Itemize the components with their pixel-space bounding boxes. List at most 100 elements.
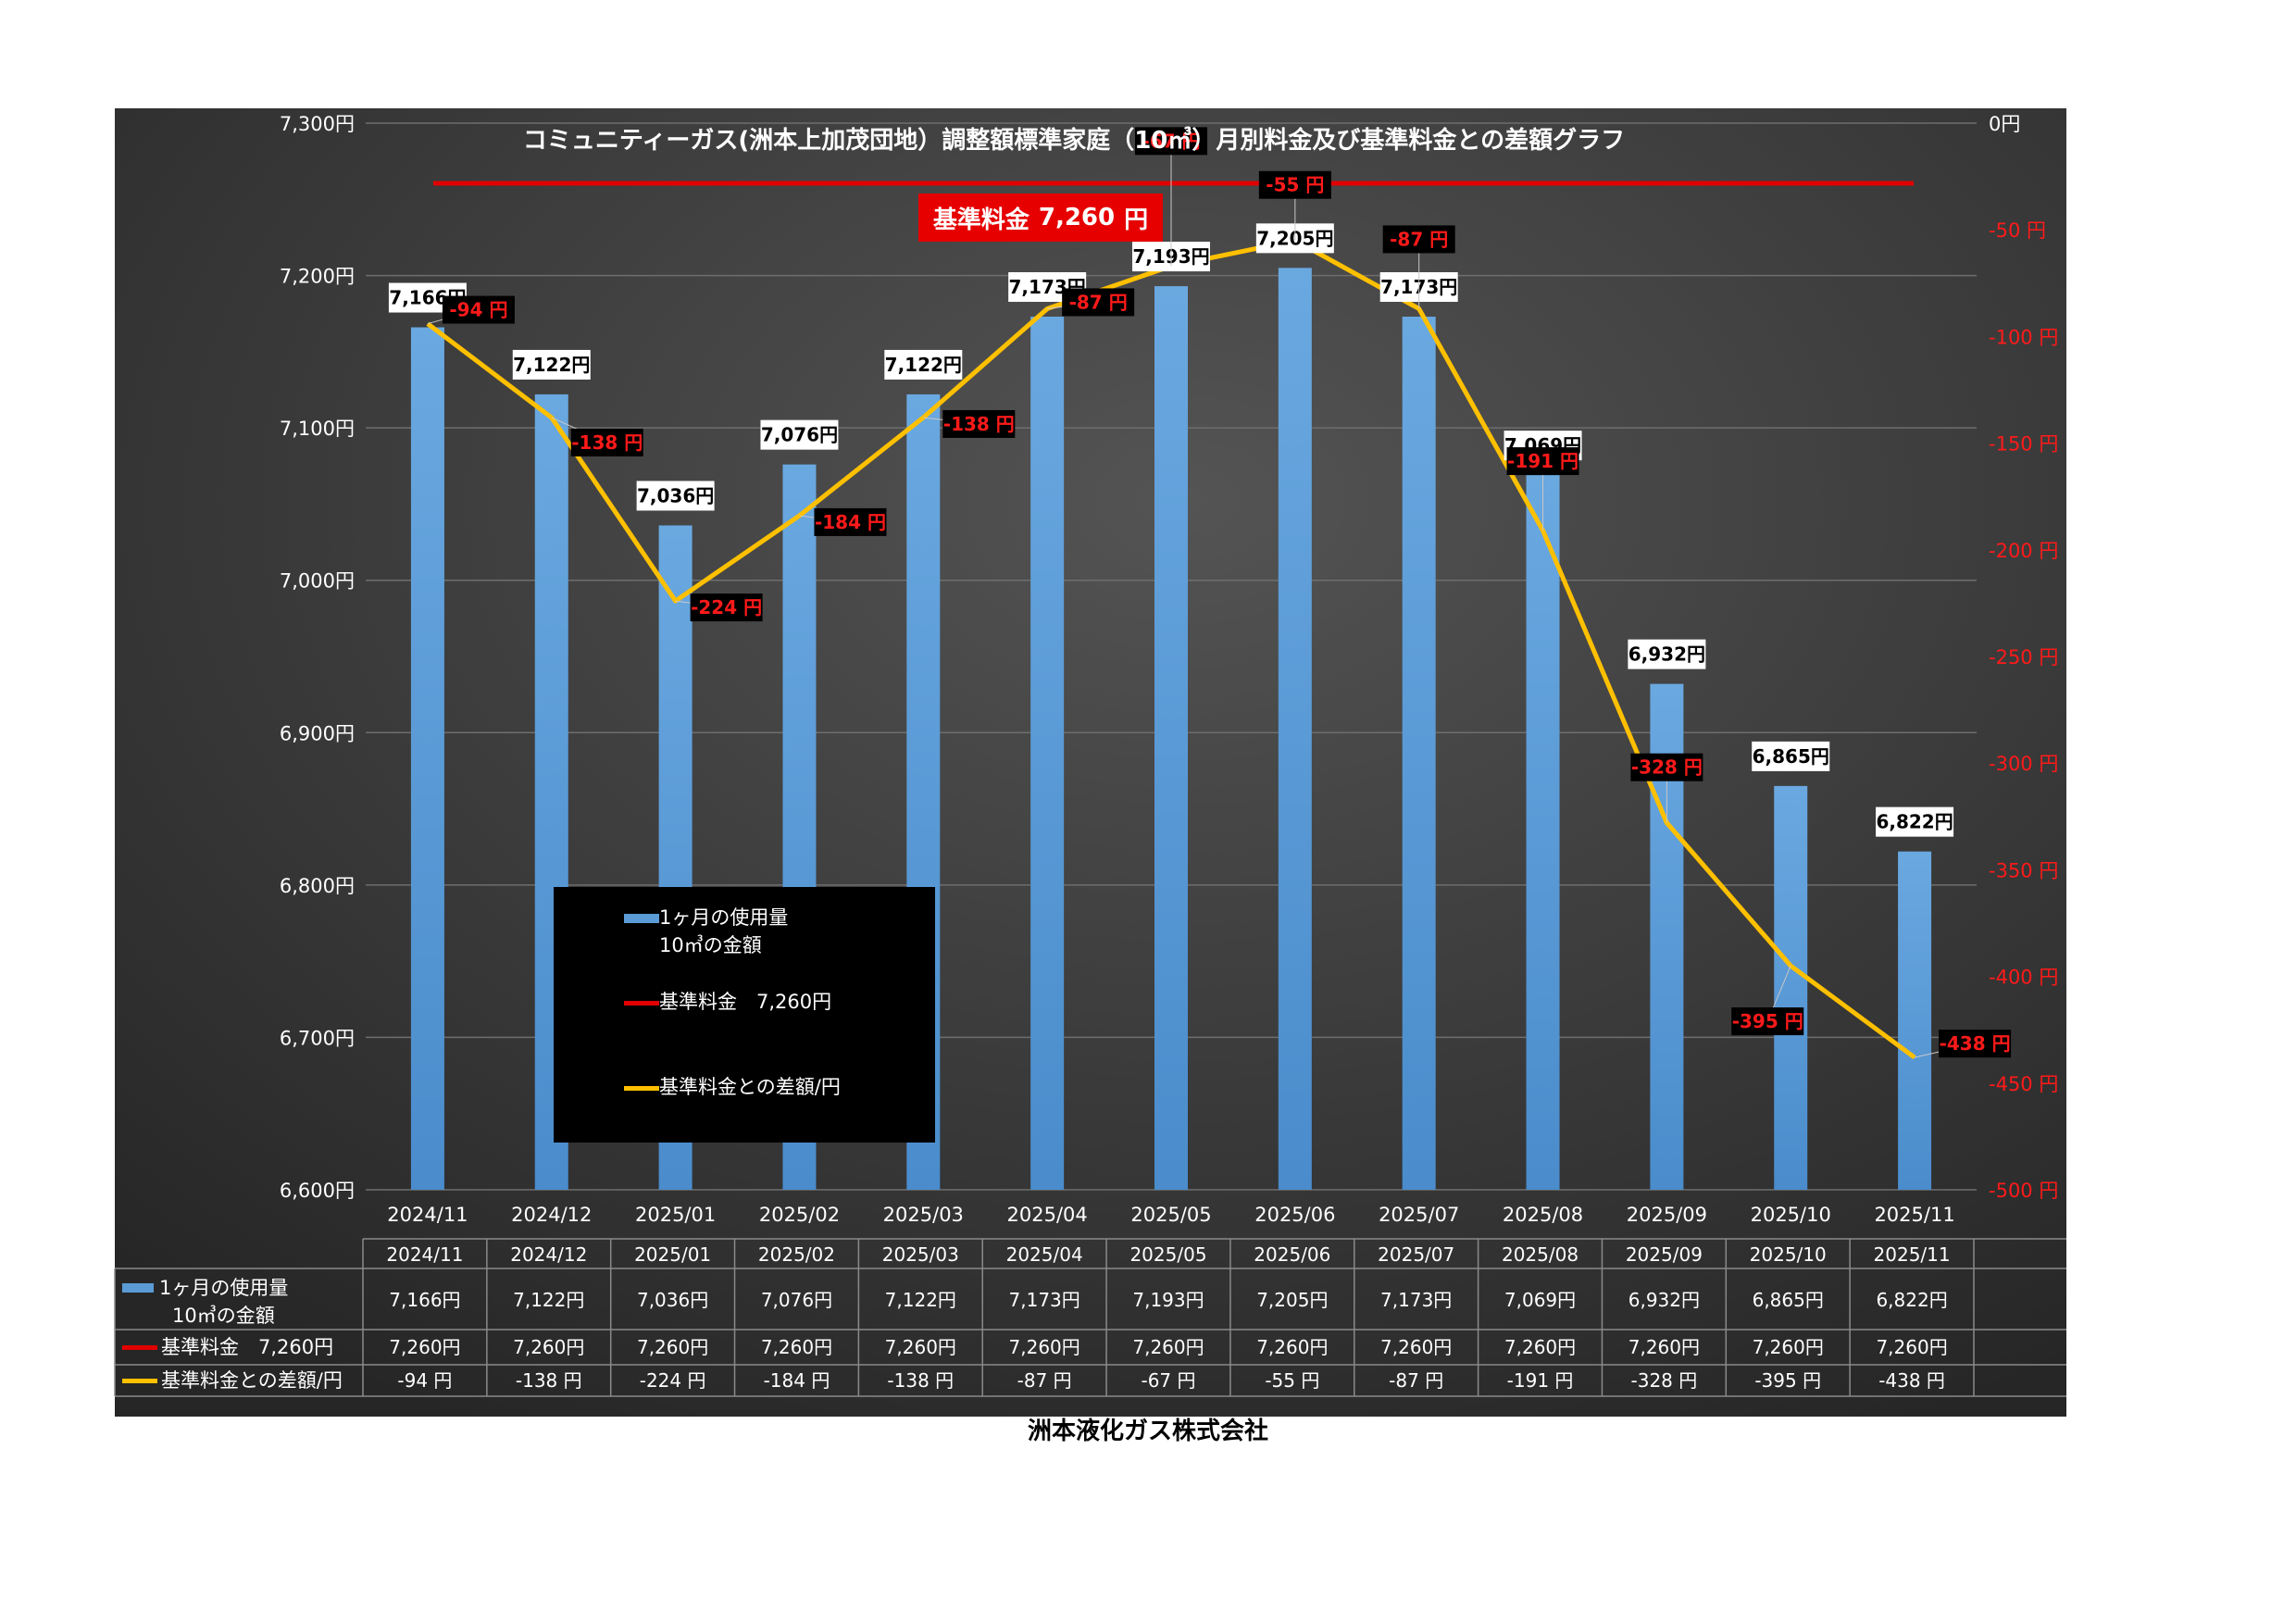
legend-base-swatch	[624, 1001, 659, 1006]
table-row-header: 基準料金との差額/円	[161, 1369, 343, 1392]
table-cell: 6,932円	[1628, 1289, 1700, 1311]
diff-data-label: -138 円	[571, 431, 643, 454]
bar-label-box	[760, 419, 839, 450]
left-axis: 6,600円 6,700円 6,800円 6,900円 7,000円 7,100円 7,20…	[280, 113, 355, 1202]
table-cell: 7,260円	[1256, 1336, 1328, 1358]
bar-label-box	[512, 349, 591, 380]
x-tick-label: 2025/07	[1379, 1204, 1459, 1226]
left-tick-label: 7,100円	[280, 418, 355, 440]
table-cell: -55 円	[1265, 1369, 1319, 1392]
bar	[1898, 851, 1932, 1190]
diff-data-label: -191 円	[1507, 450, 1578, 472]
bar-label-box	[636, 481, 715, 511]
table-cell: 7,076円	[761, 1289, 832, 1311]
diff-data-label: -328 円	[1631, 756, 1703, 779]
left-tick-label: 7,200円	[280, 266, 355, 288]
bar-label-box	[1752, 741, 1830, 771]
right-tick-label: -500 円	[1989, 1180, 2058, 1202]
table-cell: -328 円	[1631, 1369, 1698, 1392]
right-tick-label: -50 円	[1989, 219, 2046, 242]
diff-data-label: -438 円	[1940, 1032, 2011, 1055]
diff-data-label: -55 円	[1266, 174, 1324, 196]
diff-label-box	[1062, 288, 1135, 317]
table-cell: -395 円	[1754, 1369, 1821, 1392]
bar-label-box	[1876, 806, 1954, 837]
table-cell: 7,260円	[637, 1336, 708, 1358]
table-header-cell: 2025/04	[1006, 1243, 1083, 1266]
table-cell: -184 円	[764, 1369, 830, 1392]
table-header-cell: 2025/10	[1750, 1243, 1827, 1266]
x-tick-label: 2025/01	[635, 1204, 716, 1226]
table-header-cell: 2025/09	[1626, 1243, 1703, 1266]
diff-label-box	[1382, 225, 1455, 254]
left-tick-label: 6,700円	[280, 1027, 355, 1049]
table-header-cell: 2025/03	[882, 1243, 959, 1266]
table-header-cell: 2025/06	[1254, 1243, 1330, 1266]
table-cell: 6,865円	[1753, 1289, 1824, 1311]
x-tick-label: 2025/11	[1874, 1204, 1954, 1226]
right-tick-label: -400 円	[1989, 967, 2058, 989]
table-legend-swatch	[122, 1345, 157, 1350]
diff-label-box	[1630, 753, 1703, 781]
data-table: 2024/11 2024/12 2025/01 2025/02 2025/03 2025/…	[114, 1238, 2066, 1397]
bar-series	[410, 268, 1932, 1190]
table-header-cell: 2025/02	[758, 1243, 835, 1266]
x-tick-label: 2025/05	[1130, 1204, 1211, 1226]
bar-label-box	[884, 349, 963, 380]
x-tick-label: 2025/09	[1627, 1204, 1707, 1226]
table-cell: -138 円	[516, 1369, 582, 1392]
x-tick-label: 2025/02	[759, 1204, 840, 1226]
table-row-header: 基準料金 7,260円	[161, 1336, 333, 1358]
diff-data-label: -87 円	[1069, 291, 1128, 313]
table-header-cell: 2025/11	[1874, 1243, 1951, 1266]
diff-data-label: -87 円	[1390, 228, 1448, 250]
bar	[1278, 268, 1312, 1190]
legend-diff-label: 基準料金との差額/円	[659, 1076, 841, 1098]
table-legend-swatch	[122, 1379, 157, 1383]
bar-data-labels: 7,166円7,122円7,036円7,076円7,122円7,173円7,19…	[388, 223, 1954, 837]
x-axis: 2024/11 2024/12 2025/01 2025/02 2025/03 2025/…	[387, 1204, 1954, 1226]
table-cell: -67 円	[1141, 1369, 1195, 1392]
bar-data-label: 7,076円	[761, 424, 838, 446]
table-cell: -94 円	[397, 1369, 452, 1392]
legend-bar-swatch	[624, 914, 659, 923]
table-cell: 7,173円	[1009, 1289, 1080, 1311]
right-tick-label: 0円	[1989, 113, 2020, 135]
diff-label-box	[1258, 170, 1331, 199]
right-tick-label: -300 円	[1989, 753, 2058, 775]
diff-label-box	[814, 507, 887, 536]
legend: 1ヶ月の使用量 10㎥の金額 基準料金 7,260円 基準料金との差額/円	[554, 887, 935, 1143]
right-tick-label: -100 円	[1989, 326, 2058, 348]
table-legend-swatch	[122, 1283, 154, 1293]
diff-label-box	[442, 295, 515, 324]
legend-diff-swatch	[624, 1086, 659, 1091]
banner-unit: 円	[1124, 206, 1149, 234]
bar	[1774, 785, 1808, 1190]
x-tick-label: 2025/06	[1254, 1204, 1335, 1226]
table-header-cell: 2025/01	[634, 1243, 711, 1266]
bar-label-box	[1628, 639, 1706, 669]
diff-label-box	[1135, 127, 1207, 156]
right-tick-label: -350 円	[1989, 859, 2058, 881]
table-cell: 7,260円	[885, 1336, 956, 1358]
bar	[410, 327, 444, 1190]
right-tick-label: -450 円	[1989, 1073, 2058, 1095]
table-cell: 7,166円	[389, 1289, 460, 1311]
right-axis: 0円 -50 円 -100 円 -150 円 -200 円 -250 円 -300 円 -35…	[1989, 113, 2058, 1202]
diff-data-label: -138 円	[943, 413, 1015, 435]
table-cell: 7,260円	[1009, 1336, 1080, 1358]
base-price-banner: 基準料金 7,260 円	[918, 194, 1163, 242]
table-cell: 7,260円	[1753, 1336, 1824, 1358]
x-tick-label: 2025/08	[1503, 1204, 1583, 1226]
x-tick-label: 2024/11	[387, 1204, 468, 1226]
diff-label-box	[1506, 447, 1579, 476]
bar-data-label: 7,122円	[513, 354, 590, 376]
table-cell: 7,260円	[1876, 1336, 1947, 1358]
legend-base-label: 基準料金 7,260円	[659, 991, 832, 1013]
table-cell: -191 円	[1507, 1369, 1574, 1392]
right-tick-label: -250 円	[1989, 646, 2058, 668]
diff-data-label: -67 円	[1142, 130, 1200, 152]
left-tick-label: 6,800円	[280, 875, 355, 897]
table-header-cell: 2025/08	[1502, 1243, 1578, 1266]
table-row-header: 1ヶ月の使用量	[159, 1277, 288, 1299]
